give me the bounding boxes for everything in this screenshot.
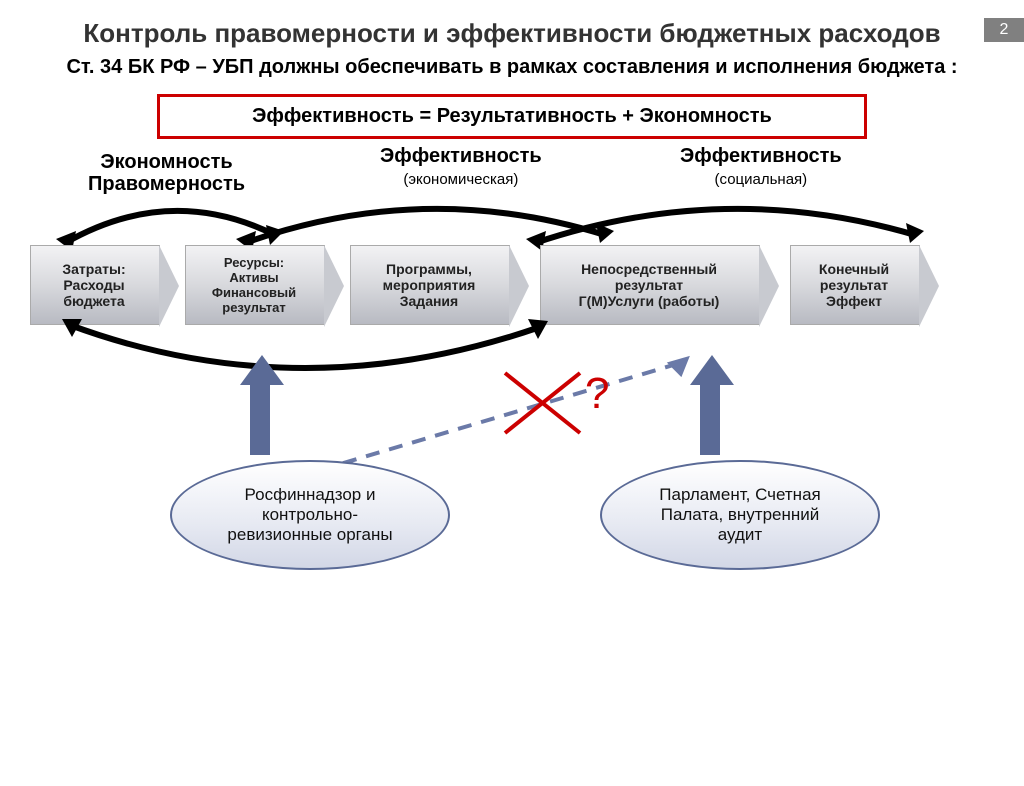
chevron-programs: Программы, мероприятия Задания	[350, 245, 510, 325]
slide-title: Контроль правомерности и эффективности б…	[0, 18, 1024, 49]
label-economy: Экономность Правомерность	[88, 151, 245, 195]
chevron-final-result: Конечный результат Эффект	[790, 245, 920, 325]
label-text: Эффективность	[380, 145, 542, 167]
ellipse-rosfinnadzor: Росфиннадзор и контрольно- ревизионные о…	[170, 460, 450, 570]
up-arrow-right	[690, 355, 730, 455]
bottom-actors-area: ? Росфиннадзор и контрольно- ревизионные…	[0, 345, 1024, 605]
page-number: 2	[984, 18, 1024, 42]
ellipse-parliament: Парламент, Счетная Палата, внутренний ау…	[600, 460, 880, 570]
label-subtext: (экономическая)	[403, 171, 518, 188]
label-subtext: (социальная)	[715, 171, 808, 188]
question-mark: ?	[585, 369, 609, 419]
chevron-costs: Затраты: Расходы бюджета	[30, 245, 160, 325]
chevron-direct-result: Непосредственный результат Г(М)Услуги (р…	[540, 245, 760, 325]
red-cross-icon	[500, 365, 590, 445]
formula-box: Эффективность = Результативность + Эконо…	[157, 94, 867, 139]
category-labels-row: Экономность Правомерность Эффективность …	[0, 145, 1024, 215]
up-arrow-left	[240, 355, 280, 455]
process-flow-row: Затраты: Расходы бюджета Ресурсы: Активы…	[0, 215, 1024, 345]
chevron-resources: Ресурсы: Активы Финансовый результат	[185, 245, 325, 325]
label-effectiveness-social: Эффективность (социальная)	[680, 145, 842, 189]
label-effectiveness-econ: Эффективность (экономическая)	[380, 145, 542, 189]
label-text: Эффективность	[680, 145, 842, 167]
slide-subtitle: Ст. 34 БК РФ – УБП должны обеспечивать в…	[0, 55, 1024, 80]
